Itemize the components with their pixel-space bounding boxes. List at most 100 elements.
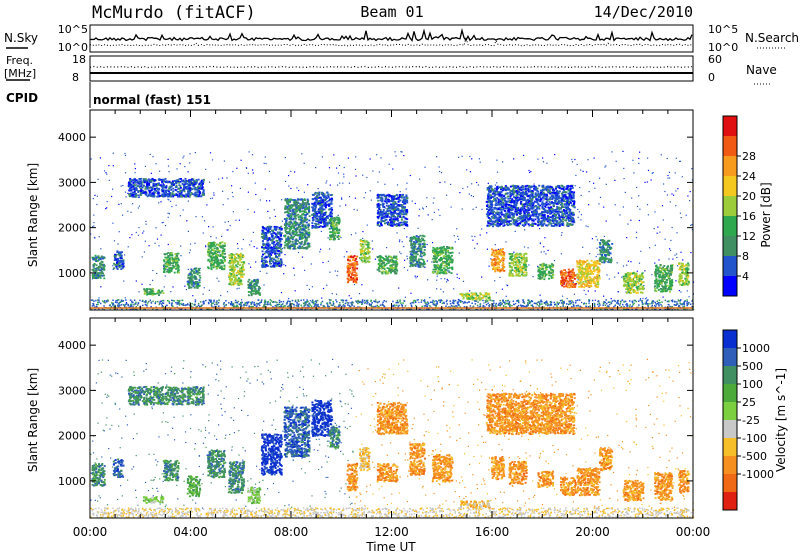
scatter-point: [186, 283, 189, 286]
scatter-point: [118, 260, 121, 262]
scatter-point: [99, 258, 102, 260]
scatter-point: [491, 300, 493, 302]
scatter-point: [162, 305, 165, 308]
scatter-point: [570, 188, 572, 190]
scatter-point: [616, 262, 618, 264]
scatter-point: [425, 305, 427, 307]
scatter-point: [145, 288, 148, 290]
scatter-point: [98, 275, 101, 278]
scatter-point: [278, 242, 281, 245]
scatter-point: [213, 299, 215, 302]
scatter-point: [691, 306, 693, 308]
scatter-point: [314, 204, 317, 207]
scatter-point: [582, 246, 584, 248]
scatter-point: [406, 236, 408, 238]
scatter-point: [523, 302, 526, 304]
scatter-point: [419, 255, 422, 257]
scatter-point: [278, 299, 281, 302]
scatter-point: [152, 290, 155, 293]
scatter-point: [647, 157, 649, 159]
scatter-point: [265, 227, 268, 229]
scatter-point: [230, 267, 233, 270]
scatter-point: [676, 253, 678, 255]
scatter-point: [501, 288, 503, 290]
scatter-point: [222, 204, 224, 206]
scatter-point: [355, 308, 357, 310]
scatter-point: [278, 263, 281, 266]
scatter-point: [230, 283, 233, 286]
scatter-point: [221, 268, 224, 270]
scatter-point: [124, 191, 127, 193]
scatter-point: [319, 225, 322, 227]
scatter-point: [330, 202, 333, 205]
scatter-point: [302, 227, 305, 230]
scatter-point: [302, 204, 305, 207]
scatter-point: [118, 264, 121, 267]
scatter-point: [197, 271, 200, 274]
scatter-point: [216, 256, 219, 259]
scatter-point: [296, 243, 299, 245]
scatter-point: [647, 304, 649, 306]
scatter-point: [462, 280, 465, 282]
scatter-point: [265, 260, 267, 263]
scatter-point: [272, 263, 275, 265]
scatter-point: [207, 253, 210, 256]
scatter-point: [232, 264, 235, 266]
scatter-point: [167, 252, 170, 254]
scatter-point: [293, 243, 296, 246]
scatter-point: [351, 303, 353, 305]
scatter-point: [301, 153, 303, 155]
scatter-point: [297, 299, 299, 301]
site-title: McMurdo (fitACF): [92, 3, 256, 23]
scatter-point: [167, 271, 170, 274]
scatter-point: [327, 237, 329, 239]
scatter-point: [283, 227, 286, 229]
scatter-point: [168, 199, 170, 201]
scatter-point: [353, 274, 356, 277]
scatter-point: [166, 270, 169, 273]
scatter-point: [124, 172, 127, 174]
scatter-point: [321, 204, 324, 207]
scatter-point: [237, 282, 240, 285]
scatter-point: [652, 172, 654, 174]
scatter-point: [297, 234, 300, 236]
scatter-point: [330, 200, 333, 203]
scatter-point: [251, 285, 254, 287]
scatter-point: [229, 268, 232, 271]
scatter-point: [231, 304, 234, 306]
scatter-point: [125, 299, 127, 301]
scatter-point: [169, 254, 172, 257]
scatter-point: [622, 265, 625, 267]
scatter-point: [401, 151, 403, 153]
scatter-point: [315, 220, 318, 223]
scatter-point: [675, 157, 677, 159]
scatter-point: [606, 308, 609, 311]
scatter-point: [154, 293, 157, 295]
scatter-point: [523, 305, 526, 308]
scatter-point: [269, 217, 271, 219]
scatter-point: [188, 304, 191, 306]
scatter-point: [488, 304, 490, 307]
scatter-point: [210, 267, 213, 269]
scatter-point: [124, 154, 127, 156]
scatter-point: [361, 250, 364, 253]
scatter-point: [335, 229, 338, 232]
scatter-point: [403, 266, 405, 269]
scatter-point: [300, 222, 303, 224]
scatter-point: [450, 183, 452, 185]
scatter-point: [646, 303, 649, 305]
scatter-point: [394, 264, 397, 266]
scatter-point: [289, 244, 292, 247]
scatter-point: [329, 301, 331, 304]
scatter-point: [307, 244, 310, 246]
scatter-point: [307, 305, 309, 307]
scatter-point: [664, 190, 666, 193]
scatter-point: [336, 224, 339, 227]
scatter-point: [187, 268, 189, 270]
scatter-point: [350, 297, 352, 299]
scatter-point: [412, 237, 415, 240]
nsky-label: N.Sky: [4, 31, 38, 45]
scatter-point: [294, 233, 297, 236]
scatter-point: [127, 192, 129, 194]
scatter-point: [268, 247, 271, 249]
